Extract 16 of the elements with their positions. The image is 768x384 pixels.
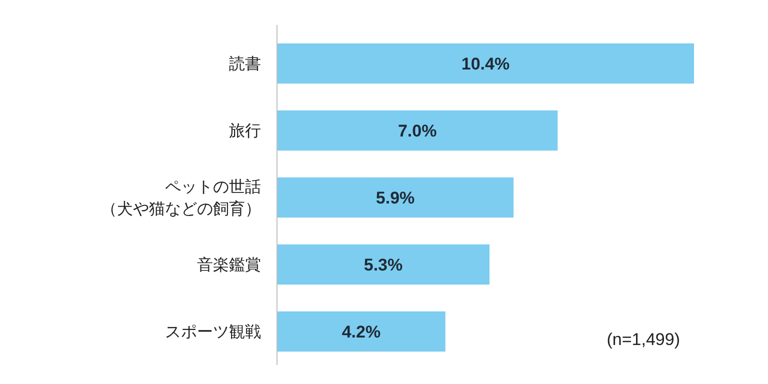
data-label: 4.2%: [342, 322, 381, 342]
y-tick-label: スポーツ観戦: [165, 322, 261, 342]
bar: [277, 244, 490, 285]
bar: [277, 43, 694, 84]
data-label: 5.3%: [364, 255, 403, 274]
bar: [277, 311, 446, 352]
bar: [277, 110, 558, 151]
bar: [277, 177, 514, 218]
data-label: 10.4%: [461, 54, 510, 74]
y-tick-label: 旅行: [229, 121, 261, 140]
annotation: (n=1,499): [606, 330, 680, 349]
y-tick-label: 音楽鑑賞: [197, 255, 261, 274]
data-label: 5.9%: [376, 188, 415, 208]
y-tick-label: 読書: [229, 54, 261, 74]
data-label: 7.0%: [398, 121, 437, 140]
y-tick-label: ペットの世話（犬や猫などの飼育）: [101, 177, 261, 218]
